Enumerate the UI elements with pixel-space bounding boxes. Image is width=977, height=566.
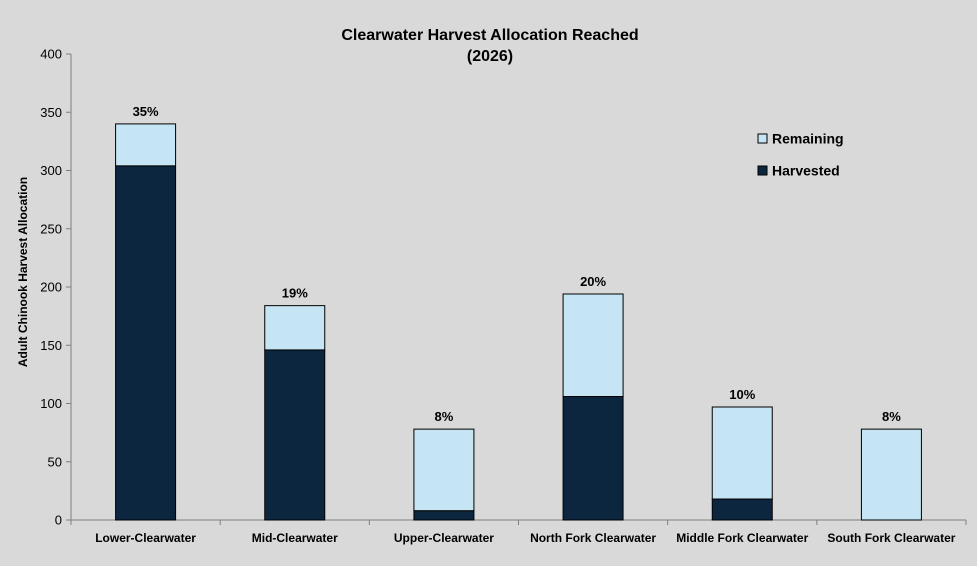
bar-remaining — [413, 428, 475, 512]
bar-harvested — [115, 165, 177, 521]
legend-label-remaining: Remaining — [772, 131, 844, 147]
data-label: 35% — [133, 104, 159, 119]
y-tick-label: 350 — [40, 105, 62, 120]
bar-remaining — [562, 293, 624, 398]
legend-swatch-remaining — [757, 133, 768, 144]
data-label: 8% — [435, 409, 454, 424]
y-tick-label: 250 — [40, 221, 62, 236]
bar-harvested — [711, 498, 773, 521]
legend-label-harvested: Harvested — [772, 163, 840, 179]
bar-remaining — [115, 123, 177, 167]
chart-title-line-1: Clearwater Harvest Allocation Reached — [341, 27, 638, 44]
x-tick-label: North Fork Clearwater — [530, 531, 656, 545]
y-tick-label: 50 — [48, 454, 62, 469]
y-tick-label: 200 — [40, 280, 62, 295]
chart-title-line-2: (2026) — [467, 48, 513, 65]
x-tick-label: Middle Fork Clearwater — [676, 531, 808, 545]
x-tick-label: Upper-Clearwater — [394, 531, 494, 545]
bar-harvested — [562, 396, 624, 521]
y-tick-label: 150 — [40, 338, 62, 353]
plot-area: 0 50 100 150 200 250 300 350 400 35% Lower-Clearwa… — [40, 47, 967, 545]
y-tick-label: 0 — [55, 513, 62, 528]
y-tick-label: 400 — [40, 47, 62, 62]
legend: Remaining Harvested — [757, 131, 844, 179]
bar-remaining — [711, 406, 773, 500]
data-label: 8% — [882, 409, 901, 424]
x-tick-label: Mid-Clearwater — [252, 531, 338, 545]
y-tick-label: 100 — [40, 396, 62, 411]
bar-harvested — [264, 349, 326, 521]
bar-remaining — [860, 428, 922, 521]
y-tick-label: 300 — [40, 163, 62, 178]
bar-remaining — [264, 305, 326, 351]
data-label: 19% — [282, 286, 308, 301]
bar-harvested — [413, 510, 475, 521]
legend-swatch-harvested — [757, 165, 768, 176]
y-axis-label: Adult Chinook Harvest Allocation — [16, 177, 30, 367]
data-label: 20% — [580, 274, 606, 289]
x-tick-label: Lower-Clearwater — [95, 531, 196, 545]
x-tick-label: South Fork Clearwater — [827, 531, 955, 545]
data-label: 10% — [729, 387, 755, 402]
